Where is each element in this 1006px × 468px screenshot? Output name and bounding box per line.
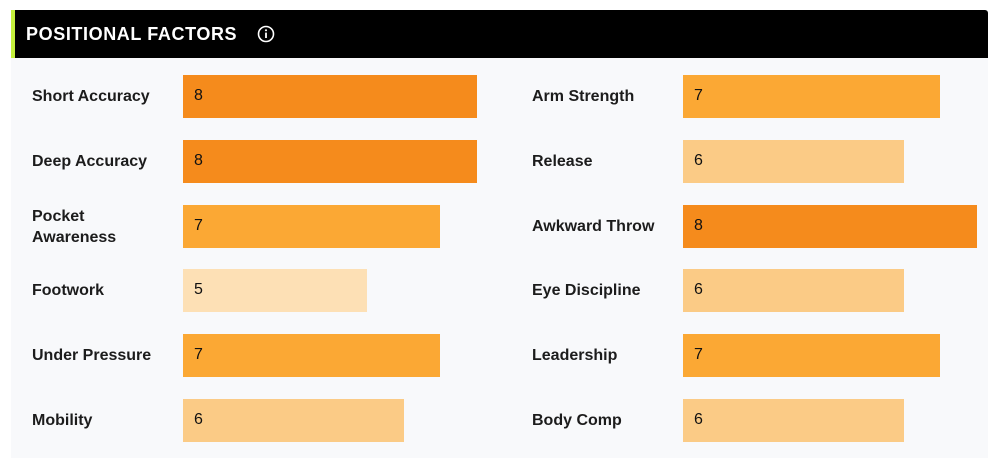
factor-row: Leadership 7 — [532, 334, 982, 377]
factor-label: Leadership — [532, 347, 618, 364]
header-accent-bar — [11, 10, 15, 58]
factor-value: 8 — [194, 87, 203, 104]
factor-value: 8 — [694, 217, 703, 234]
factor-bar[interactable]: 6 — [183, 399, 404, 442]
factor-label: Mobility — [32, 412, 93, 429]
factor-row: Pocket Awareness 7 — [32, 205, 482, 248]
factor-row: Mobility 6 — [32, 399, 482, 442]
factor-row: Under Pressure 7 — [32, 334, 482, 377]
factor-value: 6 — [694, 152, 703, 169]
factor-label: Release — [532, 153, 593, 170]
factor-label: Footwork — [32, 282, 104, 299]
factor-bar[interactable]: 6 — [683, 140, 904, 183]
factor-label: Deep Accuracy — [32, 153, 148, 170]
factor-row: Footwork 5 — [32, 269, 482, 312]
factor-row: Short Accuracy 8 — [32, 75, 482, 118]
factor-value: 7 — [694, 87, 703, 104]
factor-value: 8 — [194, 152, 203, 169]
factor-bar[interactable]: 7 — [183, 205, 440, 248]
factor-bar[interactable]: 7 — [683, 75, 940, 118]
factor-label: Body Comp — [532, 412, 622, 429]
factor-value: 6 — [694, 281, 703, 298]
panel-header: POSITIONAL FACTORS — [11, 10, 988, 58]
factor-value: 7 — [194, 346, 203, 363]
factor-row: Eye Discipline 6 — [532, 269, 982, 312]
factor-row: Deep Accuracy 8 — [32, 140, 482, 183]
factor-bar[interactable]: 7 — [683, 334, 940, 377]
factor-value: 6 — [694, 411, 703, 428]
factor-label: Arm Strength — [532, 88, 635, 105]
factor-value: 5 — [194, 281, 203, 298]
factor-row: Release 6 — [532, 140, 982, 183]
factor-bar[interactable]: 5 — [183, 269, 367, 312]
panel-title: POSITIONAL FACTORS — [26, 24, 238, 44]
positional-factors-panel: POSITIONAL FACTORS Short Accuracy 8 Deep… — [11, 10, 988, 458]
factor-label: Eye Discipline — [532, 282, 641, 299]
info-icon[interactable] — [257, 25, 275, 43]
factor-row: Awkward Throw 8 — [532, 205, 982, 248]
factor-label: Short Accuracy — [32, 88, 150, 105]
factor-row: Body Comp 6 — [532, 399, 982, 442]
factor-value: 7 — [194, 217, 203, 234]
factor-row: Arm Strength 7 — [532, 75, 982, 118]
factor-bar[interactable]: 6 — [683, 399, 904, 442]
factor-bar[interactable]: 6 — [683, 269, 904, 312]
factor-value: 7 — [694, 346, 703, 363]
factor-bar[interactable]: 7 — [183, 334, 440, 377]
factor-label: Awkward Throw — [532, 218, 655, 235]
factor-bar[interactable]: 8 — [183, 140, 477, 183]
factor-label: Pocket Awareness — [32, 207, 117, 246]
factor-label: Under Pressure — [32, 347, 152, 364]
factor-value: 6 — [194, 411, 203, 428]
factor-bar[interactable]: 8 — [683, 205, 977, 248]
factor-bar[interactable]: 8 — [183, 75, 477, 118]
